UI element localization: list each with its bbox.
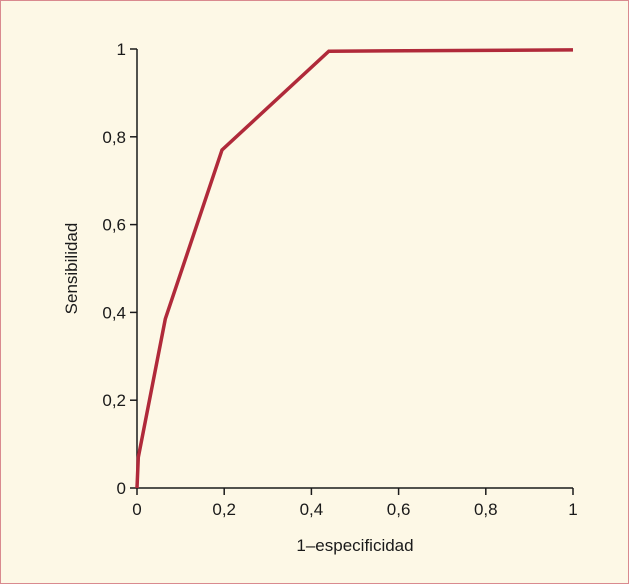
y-tick-label: 0,6 bbox=[102, 216, 126, 235]
y-tick-label: 0,2 bbox=[102, 391, 126, 410]
x-tick-label: 0,6 bbox=[387, 500, 411, 519]
axes bbox=[136, 49, 573, 489]
y-ticks: 0 0,2 0,4 0,6 0,8 1 bbox=[102, 40, 137, 498]
x-axis-label: 1–especificidad bbox=[296, 536, 413, 555]
x-tick-label: 1 bbox=[568, 500, 577, 519]
y-tick-label: 0,8 bbox=[102, 128, 126, 147]
roc-curve-line bbox=[135, 48, 574, 489]
x-ticks: 0 0,2 0,4 0,6 0,8 1 bbox=[132, 488, 578, 519]
y-tick-label: 0,4 bbox=[102, 303, 126, 322]
x-tick-label: 0,4 bbox=[300, 500, 324, 519]
y-axis-label: Sensibilidad bbox=[62, 223, 81, 315]
x-tick-label: 0 bbox=[132, 500, 141, 519]
y-tick-label: 1 bbox=[117, 40, 126, 59]
x-tick-label: 0,2 bbox=[212, 500, 236, 519]
y-tick-label: 0 bbox=[117, 479, 126, 498]
x-tick-label: 0,8 bbox=[474, 500, 498, 519]
